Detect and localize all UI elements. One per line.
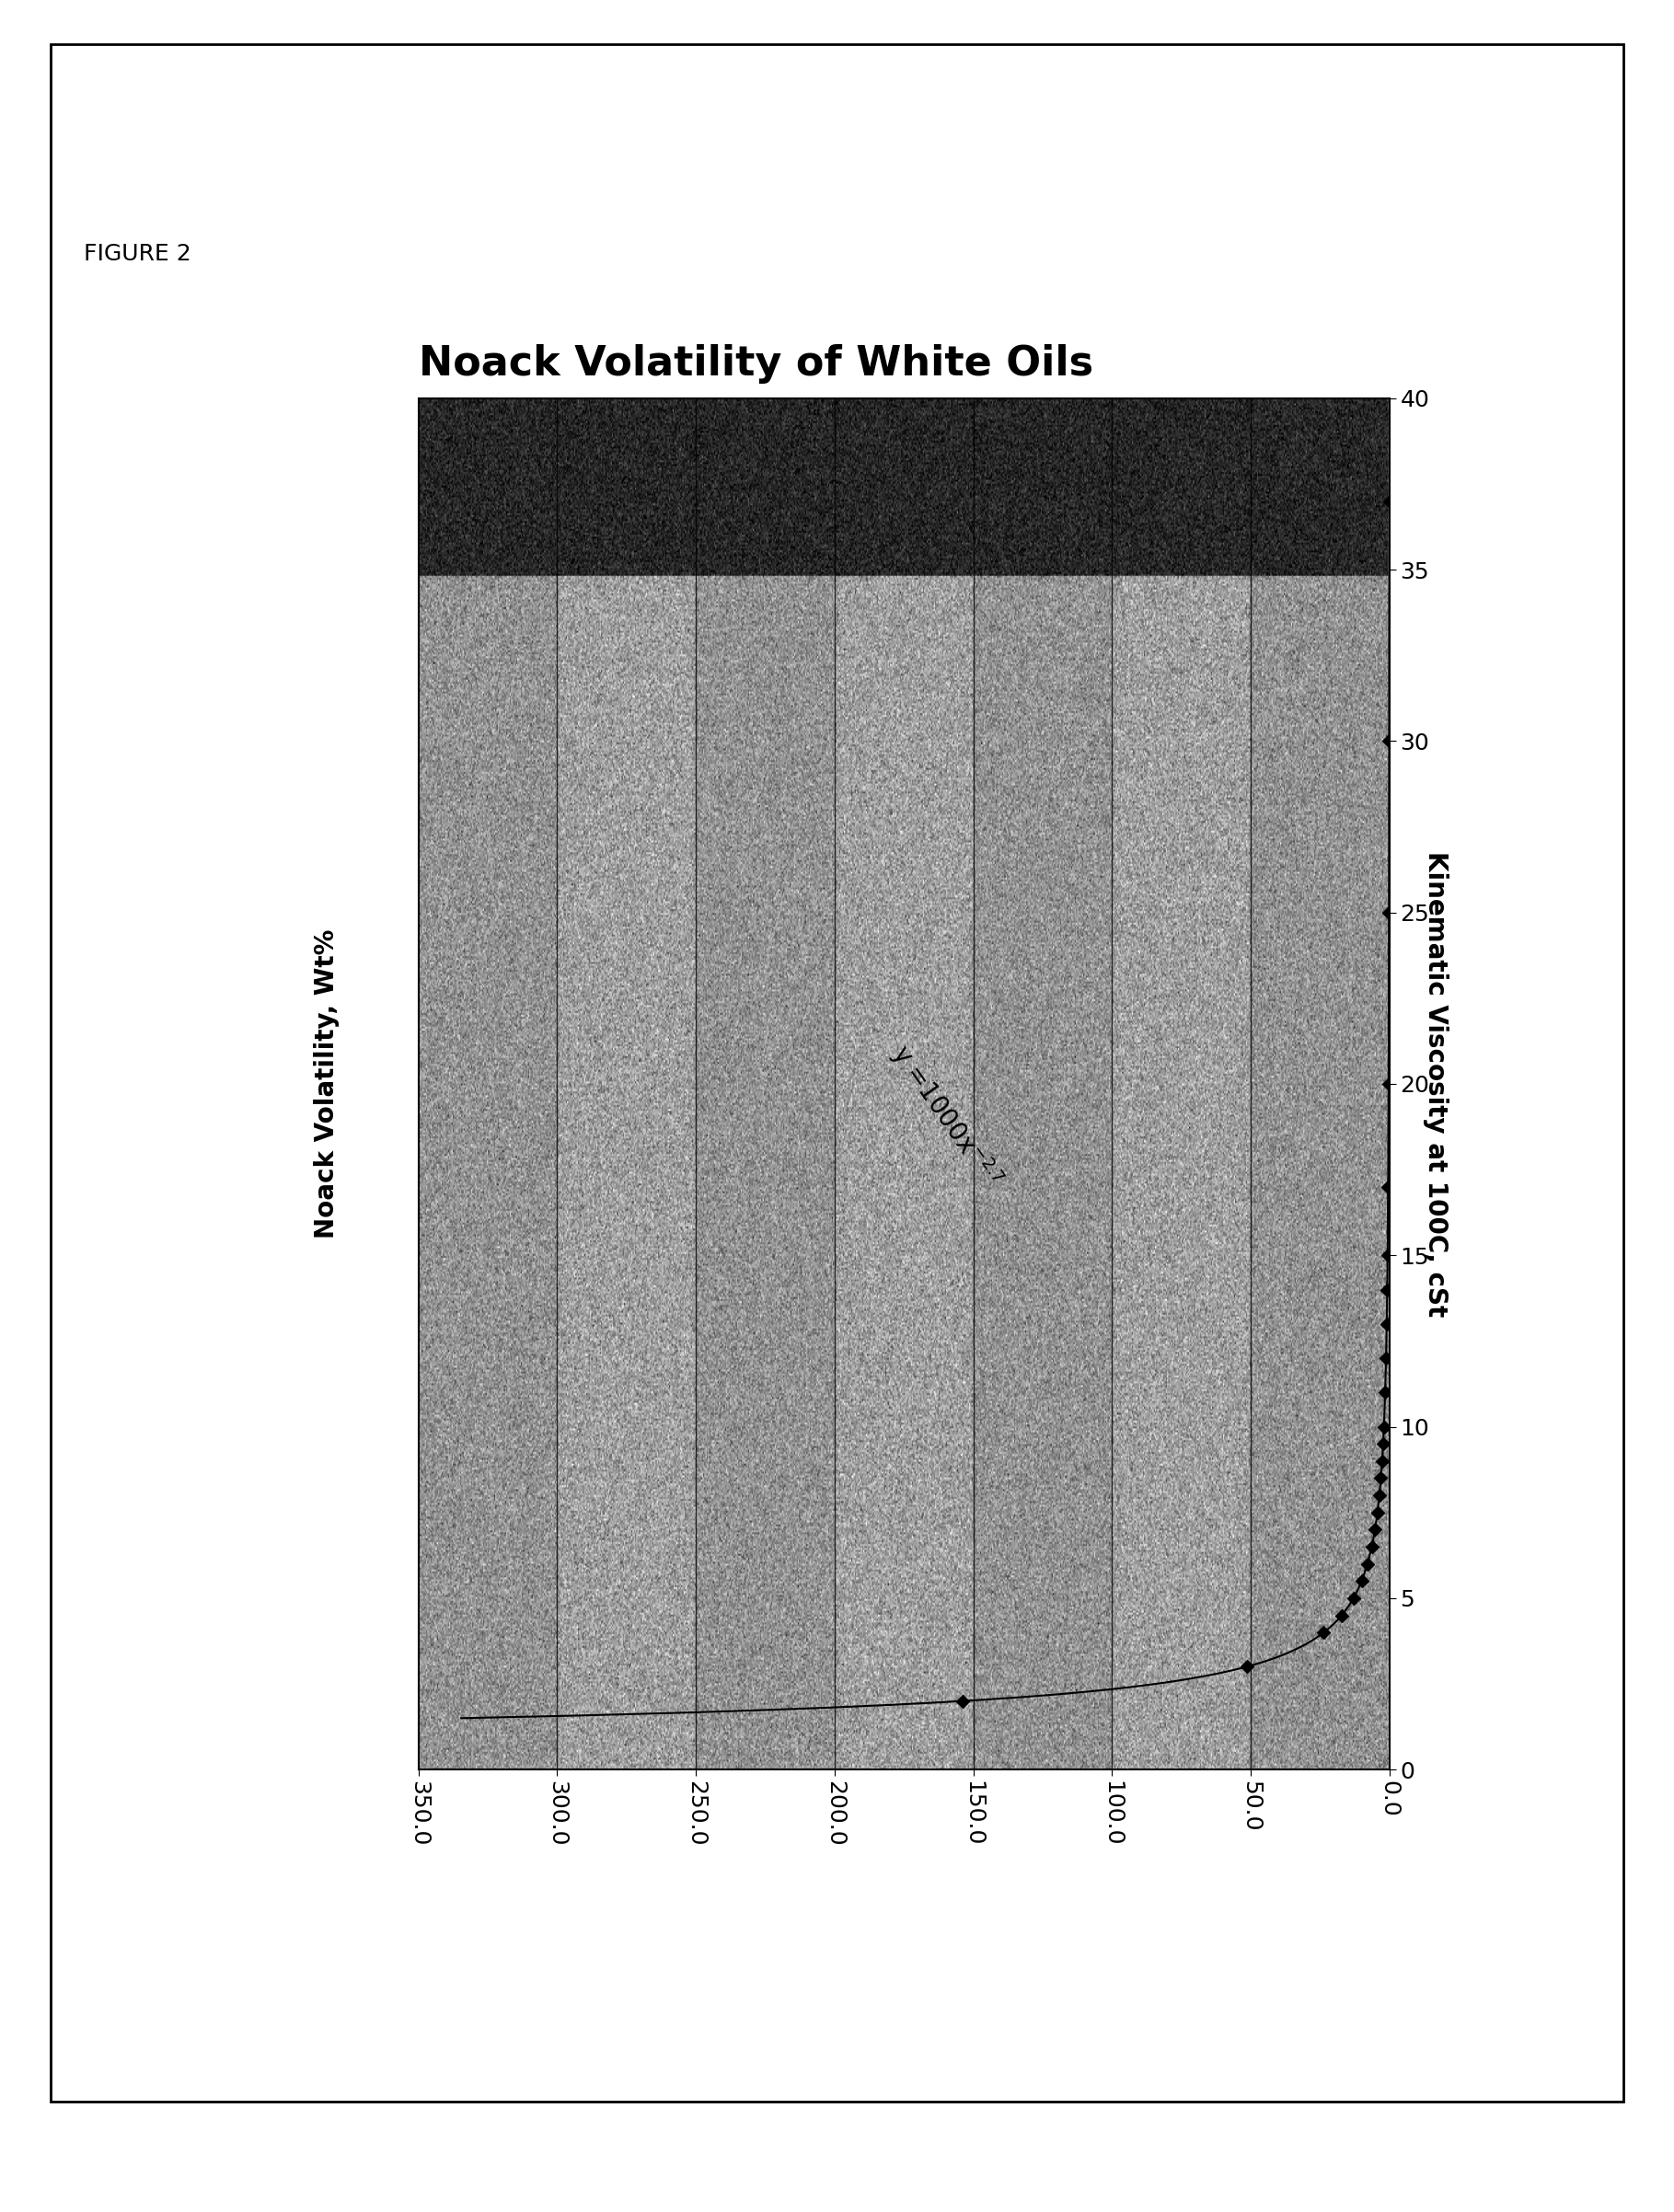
Point [1373,1305,1399,1340]
Text: Noack Volatility of White Oils: Noack Volatility of White Oils [418,343,1093,383]
Point [1369,1442,1396,1478]
Point [1311,1615,1338,1650]
Point [1371,1409,1398,1444]
Text: FIGURE 2: FIGURE 2 [84,243,191,265]
Point [1348,1564,1374,1599]
Point [1376,723,1403,759]
Point [1234,1650,1261,1686]
Point [1368,1460,1394,1495]
Point [1374,1272,1401,1307]
Y-axis label: Kinematic Viscosity at 100C, cSt: Kinematic Viscosity at 100C, cSt [1423,852,1448,1316]
Point [1366,1478,1393,1513]
Point [1373,1340,1399,1376]
Point [1361,1513,1388,1548]
Point [1341,1579,1368,1615]
Point [1371,1374,1398,1411]
Text: y =1000x$^{-2.7}$: y =1000x$^{-2.7}$ [884,1037,1008,1194]
Point [1376,482,1403,518]
Point [1358,1528,1384,1564]
Point [1327,1597,1354,1632]
Point [1374,1239,1401,1274]
Point [1364,1495,1391,1531]
Point [949,1683,976,1719]
Point [1354,1546,1381,1582]
Point [1376,894,1403,929]
Point [1369,1427,1396,1462]
Point [1374,1168,1401,1203]
Text: Noack Volatility, Wt%: Noack Volatility, Wt% [313,929,340,1239]
Point [1374,1066,1401,1102]
